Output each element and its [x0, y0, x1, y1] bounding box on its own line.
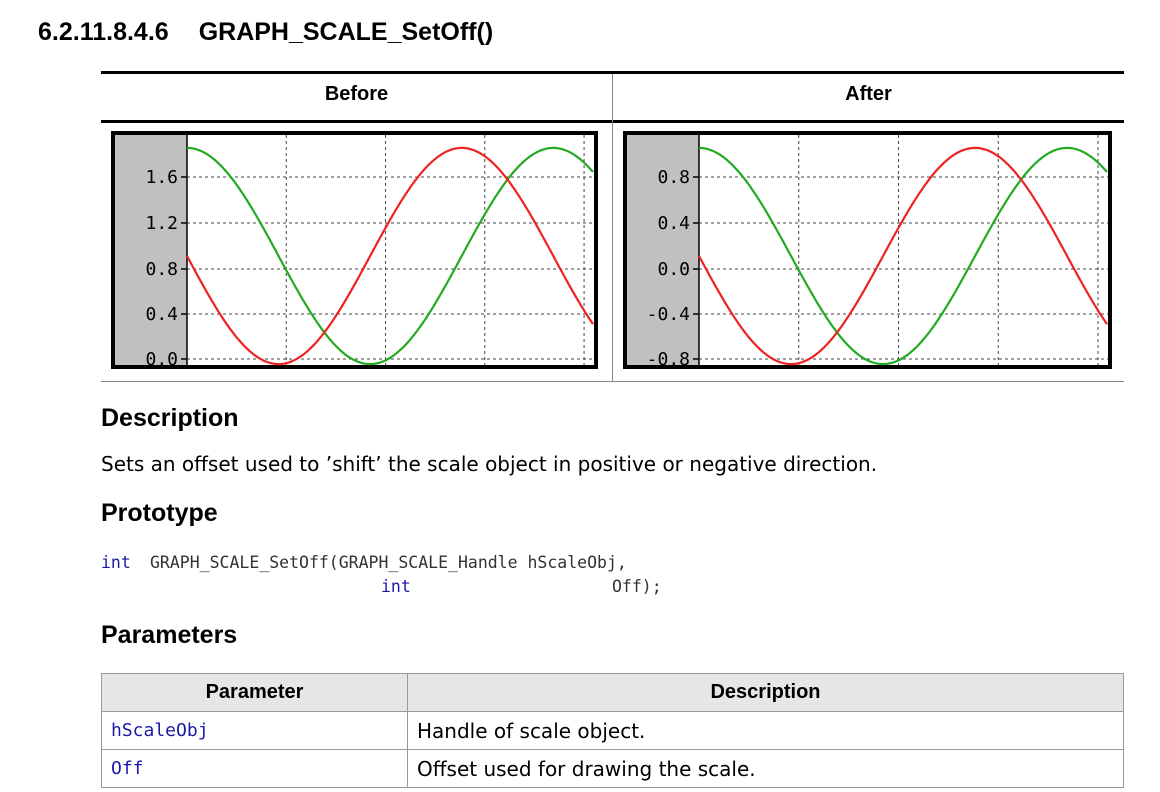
before-column-header: Before	[324, 83, 389, 105]
param-description: Handle of scale object.	[407, 711, 1124, 750]
y-tick-label: 0.4	[145, 304, 178, 325]
section-title: GRAPH_SCALE_SetOff()	[198, 18, 494, 46]
sine-series-line	[186, 146, 594, 366]
table-row: hScaleObj Handle of scale object.	[101, 711, 1124, 750]
y-tick-label: 0.8	[145, 259, 178, 280]
before-graph-svg: 1.6 1.2 0.8 0.4 0.0	[111, 131, 598, 369]
prototype-heading: Prototype	[101, 499, 218, 527]
description-text: Sets an offset used to ’shift’ the scale…	[101, 452, 878, 476]
section-number: 6.2.11.8.4.6	[38, 18, 169, 46]
y-tick-label: 1.6	[145, 167, 178, 188]
before-graph: 1.6 1.2 0.8 0.4 0.0	[111, 131, 598, 369]
plot-area	[187, 135, 594, 365]
sine-series-line	[186, 146, 594, 366]
y-tick-label: -0.8	[647, 349, 690, 369]
y-tick-label: 0.4	[657, 213, 690, 234]
y-tick-label: 1.2	[145, 213, 178, 234]
scale-area	[627, 135, 699, 365]
y-tick-label: 0.0	[145, 349, 178, 369]
parameters-table: Parameter Description hScaleObj Handle o…	[101, 673, 1124, 788]
prototype-param2-name: Off);	[612, 577, 662, 596]
description-heading: Description	[101, 404, 239, 432]
parameters-heading: Parameters	[101, 621, 238, 649]
table-column-divider	[612, 74, 613, 382]
y-tick-label: -0.4	[647, 304, 690, 325]
y-tick-label: 0.8	[657, 167, 690, 188]
prototype-return-type: int	[101, 553, 131, 572]
param-name-link[interactable]: Off	[101, 749, 408, 788]
plot-area	[699, 135, 1108, 365]
after-column-header: After	[845, 83, 892, 105]
prototype-param2-type: int	[381, 577, 411, 596]
param-name-link[interactable]: hScaleObj	[101, 711, 408, 750]
sine-series-line	[698, 146, 1108, 366]
table-row: Off Offset used for drawing the scale.	[101, 749, 1124, 788]
parameter-column-header: Parameter	[101, 673, 408, 712]
sine-series-line	[698, 146, 1108, 366]
y-tick-label: 0.0	[657, 259, 690, 280]
after-graph-svg: 0.8 0.4 0.0 -0.4 -0.8	[623, 131, 1112, 369]
parameters-header-row: Parameter Description	[101, 673, 1124, 712]
before-after-table: Before After 1.6 1.2 0.8 0.4 0.0 0.8 0.4 0.0 -0…	[101, 71, 1124, 383]
after-graph: 0.8 0.4 0.0 -0.4 -0.8	[623, 131, 1112, 369]
scale-area	[115, 135, 187, 365]
prototype-signature: GRAPH_SCALE_SetOff(GRAPH_SCALE_Handle hS…	[150, 553, 627, 572]
description-column-header: Description	[407, 673, 1124, 712]
section-heading: 6.2.11.8.4.6 GRAPH_SCALE_SetOff()	[38, 18, 493, 47]
param-description: Offset used for drawing the scale.	[407, 749, 1124, 788]
table-top-rule	[101, 71, 1124, 74]
